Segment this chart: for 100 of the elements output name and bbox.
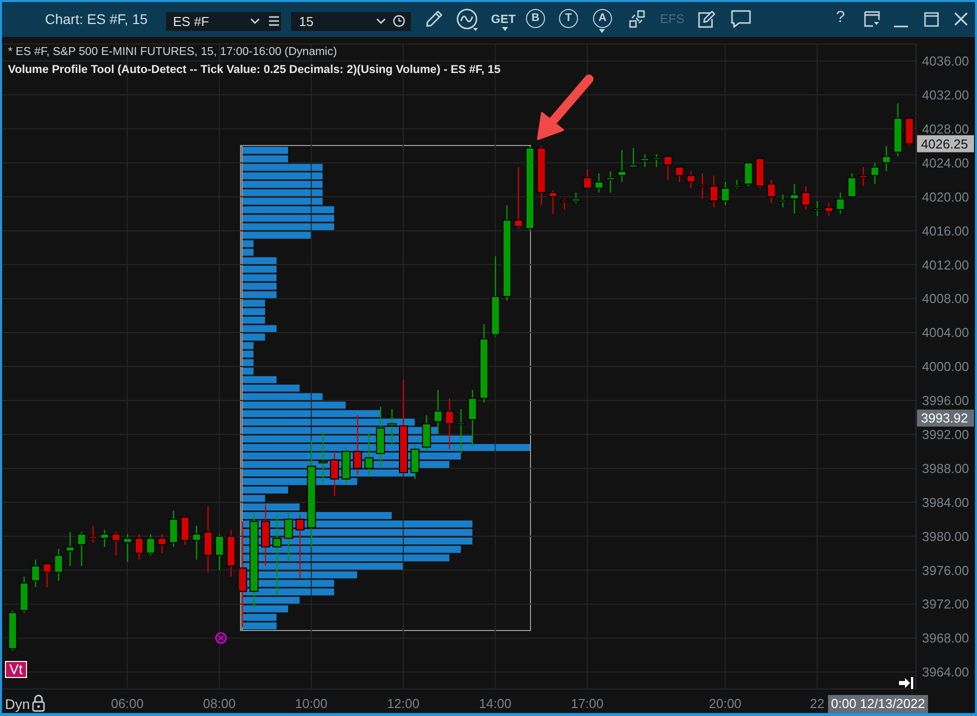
annotation: Vt bbox=[5, 661, 27, 678]
candlestick bbox=[66, 531, 75, 567]
candlestick bbox=[112, 531, 121, 556]
x-tick-label: 20:00 bbox=[708, 696, 742, 712]
chart-title: * ES #F, S&P 500 E-MINI FUTURES, 15, 17:00-16:00 (Dynamic) bbox=[8, 46, 337, 58]
candlestick bbox=[77, 531, 86, 567]
candlestick bbox=[606, 170, 615, 194]
candlestick bbox=[54, 548, 64, 582]
candlestick bbox=[468, 389, 477, 448]
text: ? bbox=[836, 9, 845, 26]
candlestick bbox=[744, 162, 753, 187]
candlestick bbox=[720, 181, 730, 206]
candlestick bbox=[882, 145, 891, 172]
candlestick bbox=[31, 558, 40, 588]
y-tick-label: 4008.00 bbox=[922, 291, 969, 306]
text: ES #F bbox=[173, 14, 210, 29]
candlestick bbox=[42, 563, 52, 588]
candlestick bbox=[870, 162, 880, 185]
candlestick bbox=[709, 174, 718, 208]
candlestick bbox=[444, 398, 454, 450]
x-tick-label: 17:00 bbox=[570, 696, 604, 712]
x-tick-label: 10:00 bbox=[294, 696, 328, 712]
text: 0:00 12/13/2022 bbox=[828, 695, 928, 713]
candlestick bbox=[560, 198, 569, 210]
candlestick bbox=[847, 172, 856, 198]
text: Chart: ES #F, 15 bbox=[45, 11, 148, 27]
candlestick bbox=[284, 512, 294, 562]
candlestick bbox=[812, 200, 822, 216]
candlestick bbox=[318, 432, 328, 484]
text: B bbox=[526, 9, 545, 28]
y-tick-label: 3968.00 bbox=[922, 630, 969, 646]
y-tick-label: 4028.00 bbox=[922, 121, 969, 136]
candlestick bbox=[617, 149, 626, 183]
candlestick bbox=[686, 170, 696, 189]
y-tick-label: 4032.00 bbox=[922, 88, 969, 103]
candlestick bbox=[296, 514, 305, 580]
y-tick-label: 3992.00 bbox=[922, 427, 969, 442]
candlestick bbox=[100, 529, 110, 548]
y-tick-label: 4000.00 bbox=[922, 359, 969, 374]
candlestick bbox=[215, 534, 224, 571]
candlestick bbox=[238, 520, 248, 628]
candlestick bbox=[766, 179, 776, 204]
candlestick bbox=[640, 154, 650, 168]
y-tick-label: 4004.00 bbox=[922, 325, 969, 340]
candlestick bbox=[433, 389, 442, 435]
candlestick bbox=[88, 525, 98, 544]
candlestick bbox=[192, 525, 202, 560]
candlestick bbox=[456, 408, 466, 454]
candlestick bbox=[548, 190, 558, 214]
candlestick bbox=[410, 444, 420, 480]
candlestick bbox=[353, 414, 362, 476]
x-tick-label: 06:00 bbox=[111, 696, 144, 712]
y-tick-label: 3996.00 bbox=[922, 393, 969, 408]
candlestick bbox=[628, 147, 638, 168]
y-tick-label: 3964.00 bbox=[922, 664, 969, 680]
candlestick bbox=[571, 192, 580, 204]
text: 4026.25 bbox=[921, 136, 968, 152]
text: A bbox=[593, 9, 612, 28]
y-tick-label: 4016.00 bbox=[922, 223, 969, 238]
candlestick bbox=[698, 172, 707, 200]
candlestick bbox=[180, 516, 190, 546]
text: 3993.92 bbox=[921, 410, 968, 426]
candlestick bbox=[387, 408, 396, 446]
candlestick bbox=[790, 183, 799, 214]
candlestick bbox=[272, 514, 282, 596]
x-tick-label: 08:00 bbox=[203, 696, 236, 712]
candlestick bbox=[824, 202, 834, 216]
x-tick-label: 22 bbox=[810, 696, 824, 712]
y-tick-label: 4024.00 bbox=[922, 155, 969, 170]
y-tick-label: 3980.00 bbox=[922, 528, 969, 544]
candlestick bbox=[514, 166, 523, 230]
candlestick bbox=[582, 168, 592, 189]
candlestick bbox=[422, 414, 431, 452]
x-tick-label: 12:00 bbox=[386, 696, 420, 712]
candlestick bbox=[123, 534, 132, 562]
candlestick bbox=[663, 156, 672, 180]
y-tick-label: 3988.00 bbox=[922, 460, 969, 476]
text: Volume Profile Tool (Auto-Detect -- Tick Value: 0.25 Decimals: 2)(Using Volume) - ES #F, 15 bbox=[8, 64, 500, 76]
candlestick bbox=[674, 166, 684, 183]
y-tick-label: 3972.00 bbox=[922, 596, 969, 612]
candlestick bbox=[858, 166, 868, 187]
text: 15 bbox=[299, 14, 314, 29]
candlestick bbox=[158, 534, 167, 554]
candlestick bbox=[364, 432, 374, 478]
y-tick-label: 4036.00 bbox=[922, 54, 969, 69]
candlestick bbox=[146, 534, 156, 556]
candlestick bbox=[836, 192, 845, 214]
candlestick bbox=[204, 506, 213, 573]
text: Dyn bbox=[5, 696, 30, 712]
candlestick bbox=[778, 194, 788, 208]
y-tick-label: 3984.00 bbox=[922, 494, 969, 510]
x-tick-label: 14:00 bbox=[478, 696, 512, 712]
candlestick bbox=[801, 186, 810, 210]
text: GET bbox=[491, 12, 516, 26]
y-tick-label: 4020.00 bbox=[922, 189, 969, 204]
candlestick bbox=[134, 534, 144, 560]
text: T bbox=[559, 9, 578, 28]
y-tick-label: 4012.00 bbox=[922, 257, 969, 272]
candlestick bbox=[652, 154, 661, 168]
candlestick bbox=[169, 510, 178, 548]
